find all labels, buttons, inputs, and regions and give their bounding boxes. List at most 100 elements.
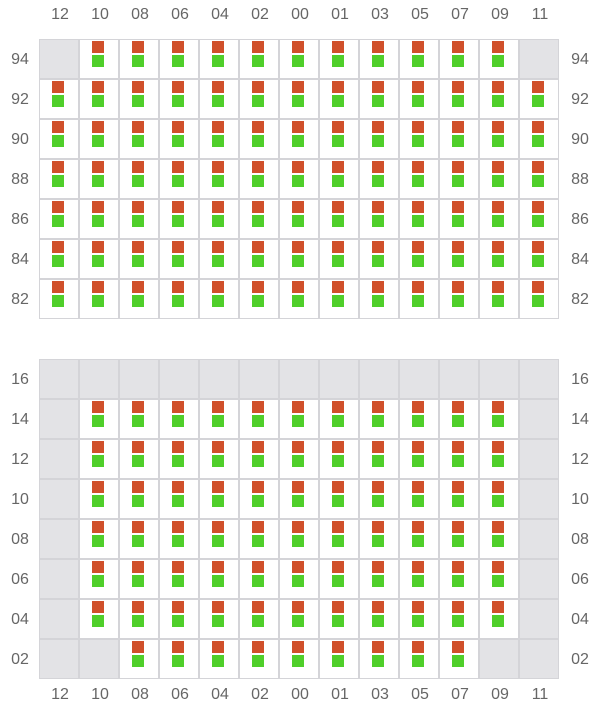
seat-cell[interactable] <box>280 160 318 198</box>
seat-cell[interactable] <box>520 200 558 238</box>
seat-cell[interactable] <box>440 400 478 438</box>
seat-cell[interactable] <box>280 120 318 158</box>
seat-cell[interactable] <box>160 600 198 638</box>
seat-cell[interactable] <box>440 440 478 478</box>
seat-cell[interactable] <box>160 480 198 518</box>
seat-cell[interactable] <box>360 440 398 478</box>
seat-cell[interactable] <box>160 400 198 438</box>
seat-cell[interactable] <box>120 120 158 158</box>
seat-cell[interactable] <box>160 280 198 318</box>
seat-cell[interactable] <box>400 440 438 478</box>
seat-cell[interactable] <box>320 160 358 198</box>
seat-cell[interactable] <box>480 160 518 198</box>
seat-cell[interactable] <box>480 520 518 558</box>
seat-cell[interactable] <box>440 480 478 518</box>
seat-cell[interactable] <box>40 200 78 238</box>
seat-cell[interactable] <box>480 440 518 478</box>
seat-cell[interactable] <box>480 40 518 78</box>
seat-cell[interactable] <box>240 200 278 238</box>
seat-cell[interactable] <box>200 120 238 158</box>
seat-cell[interactable] <box>360 160 398 198</box>
seat-cell[interactable] <box>480 400 518 438</box>
seat-cell[interactable] <box>480 80 518 118</box>
seat-cell[interactable] <box>120 560 158 598</box>
seat-cell[interactable] <box>440 600 478 638</box>
seat-cell[interactable] <box>80 160 118 198</box>
seat-cell[interactable] <box>280 200 318 238</box>
seat-cell[interactable] <box>360 640 398 678</box>
seat-cell[interactable] <box>200 640 238 678</box>
seat-cell[interactable] <box>120 80 158 118</box>
seat-cell[interactable] <box>160 240 198 278</box>
seat-cell[interactable] <box>80 40 118 78</box>
seat-cell[interactable] <box>520 280 558 318</box>
seat-cell[interactable] <box>440 160 478 198</box>
seat-cell[interactable] <box>280 280 318 318</box>
seat-cell[interactable] <box>400 240 438 278</box>
seat-cell[interactable] <box>160 80 198 118</box>
seat-cell[interactable] <box>280 240 318 278</box>
seat-cell[interactable] <box>360 520 398 558</box>
seat-cell[interactable] <box>400 640 438 678</box>
seat-cell[interactable] <box>400 480 438 518</box>
seat-cell[interactable] <box>40 160 78 198</box>
seat-cell[interactable] <box>440 280 478 318</box>
seat-cell[interactable] <box>80 440 118 478</box>
seat-cell[interactable] <box>160 520 198 558</box>
seat-cell[interactable] <box>200 440 238 478</box>
seat-cell[interactable] <box>320 240 358 278</box>
seat-cell[interactable] <box>80 240 118 278</box>
seat-cell[interactable] <box>360 480 398 518</box>
seat-cell[interactable] <box>400 200 438 238</box>
seat-cell[interactable] <box>240 440 278 478</box>
seat-cell[interactable] <box>480 560 518 598</box>
seat-cell[interactable] <box>400 120 438 158</box>
seat-cell[interactable] <box>320 200 358 238</box>
seat-cell[interactable] <box>80 120 118 158</box>
seat-cell[interactable] <box>360 120 398 158</box>
seat-cell[interactable] <box>280 80 318 118</box>
seat-cell[interactable] <box>400 400 438 438</box>
seat-cell[interactable] <box>120 400 158 438</box>
seat-cell[interactable] <box>240 560 278 598</box>
seat-cell[interactable] <box>280 480 318 518</box>
seat-cell[interactable] <box>400 280 438 318</box>
seat-cell[interactable] <box>360 400 398 438</box>
seat-cell[interactable] <box>120 640 158 678</box>
seat-cell[interactable] <box>360 80 398 118</box>
seat-cell[interactable] <box>360 200 398 238</box>
seat-cell[interactable] <box>360 240 398 278</box>
seat-cell[interactable] <box>240 240 278 278</box>
seat-cell[interactable] <box>320 40 358 78</box>
seat-cell[interactable] <box>240 400 278 438</box>
seat-cell[interactable] <box>200 520 238 558</box>
seat-cell[interactable] <box>400 40 438 78</box>
seat-cell[interactable] <box>80 200 118 238</box>
seat-cell[interactable] <box>240 480 278 518</box>
seat-cell[interactable] <box>520 120 558 158</box>
seat-cell[interactable] <box>320 640 358 678</box>
seat-cell[interactable] <box>440 40 478 78</box>
seat-cell[interactable] <box>320 400 358 438</box>
seat-cell[interactable] <box>440 520 478 558</box>
seat-cell[interactable] <box>120 280 158 318</box>
seat-cell[interactable] <box>160 160 198 198</box>
seat-cell[interactable] <box>280 440 318 478</box>
seat-cell[interactable] <box>280 560 318 598</box>
seat-cell[interactable] <box>320 520 358 558</box>
seat-cell[interactable] <box>200 200 238 238</box>
seat-cell[interactable] <box>480 240 518 278</box>
seat-cell[interactable] <box>120 200 158 238</box>
seat-cell[interactable] <box>280 600 318 638</box>
seat-cell[interactable] <box>240 520 278 558</box>
seat-cell[interactable] <box>520 240 558 278</box>
seat-cell[interactable] <box>200 600 238 638</box>
seat-cell[interactable] <box>240 280 278 318</box>
seat-cell[interactable] <box>240 120 278 158</box>
seat-cell[interactable] <box>360 280 398 318</box>
seat-cell[interactable] <box>120 240 158 278</box>
seat-cell[interactable] <box>320 440 358 478</box>
seat-cell[interactable] <box>320 480 358 518</box>
seat-cell[interactable] <box>360 560 398 598</box>
seat-cell[interactable] <box>80 520 118 558</box>
